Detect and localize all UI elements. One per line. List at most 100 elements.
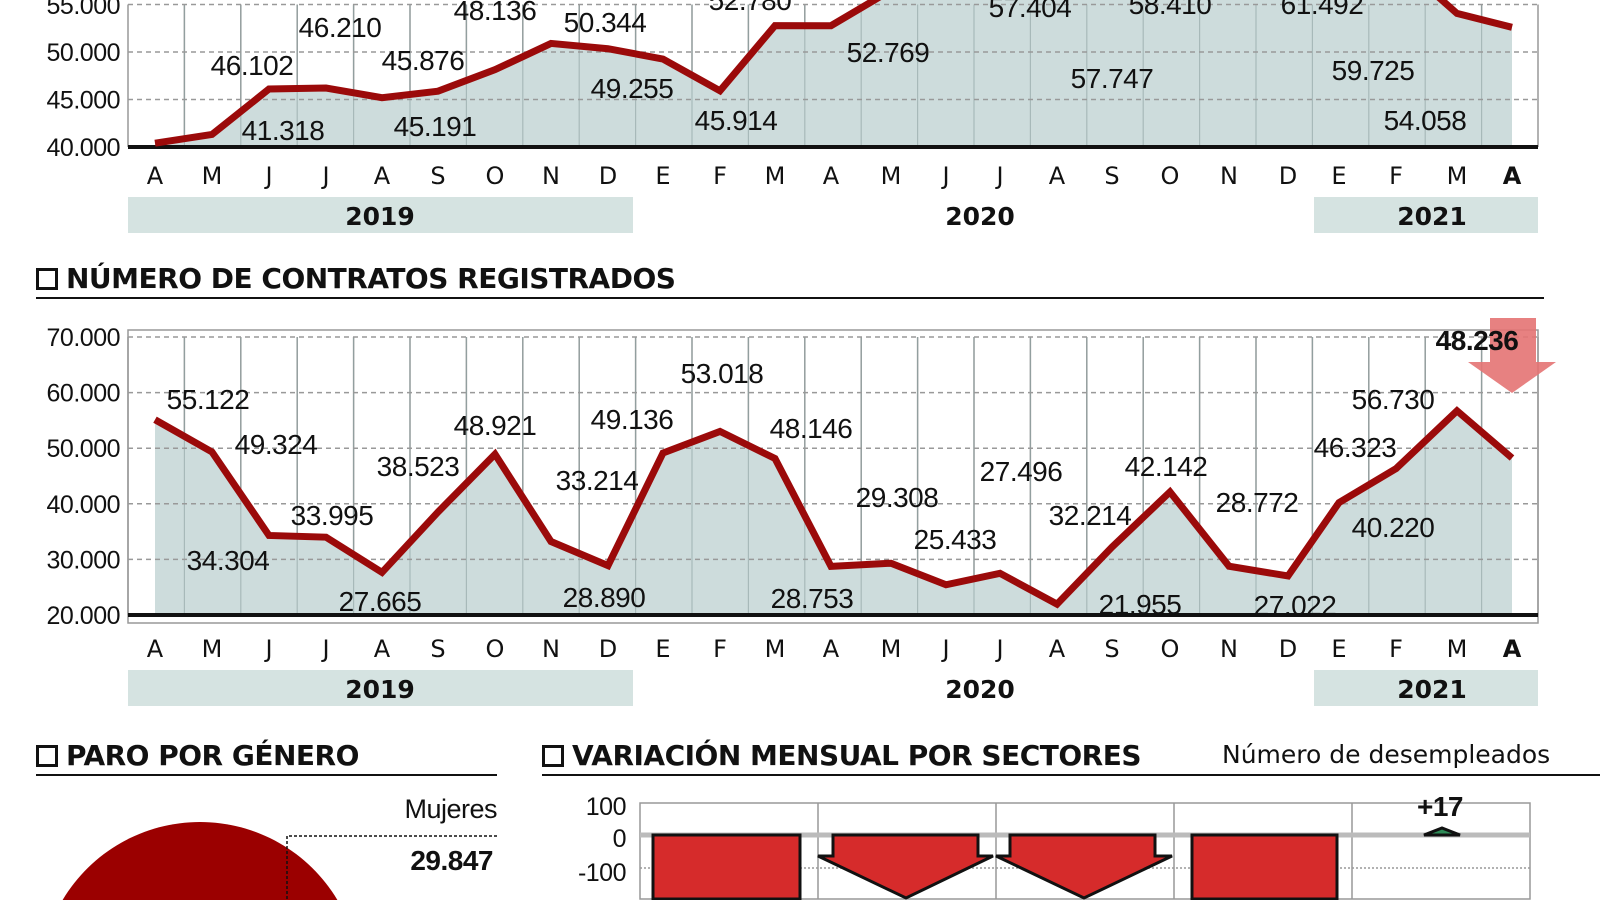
x-month-label: M: [765, 635, 786, 663]
x-month-label: S: [430, 162, 445, 190]
data-label: 57.404: [989, 0, 1072, 23]
data-label: 45.876: [382, 45, 465, 76]
data-label: 34.304: [187, 545, 270, 576]
y-tick-label: 70.000: [47, 324, 120, 352]
data-label: 46.102: [211, 50, 294, 81]
pie-label-mujeres: Mujeres: [404, 794, 497, 824]
data-label: 48.146: [770, 413, 853, 444]
sector-bar-chart: 100 0 -100 +17: [578, 791, 1531, 900]
x-month-label: D: [1279, 162, 1297, 190]
data-label: 29.308: [856, 482, 939, 513]
x-month-label: J: [994, 162, 1003, 190]
plot-frame: [639, 802, 1531, 900]
x-month-label: E: [1331, 162, 1346, 190]
data-label: 46.210: [299, 12, 382, 43]
data-label: 56.730: [1352, 384, 1435, 415]
x-month-label: N: [1220, 162, 1238, 190]
y-tick-label: 0: [613, 825, 626, 853]
gender-title: PARO POR GÉNERO: [66, 739, 359, 772]
year-label-2021: 2021: [1397, 675, 1467, 704]
x-month-label: A: [823, 162, 840, 190]
x-month-label: O: [1161, 162, 1180, 190]
square-bullet-icon: [36, 267, 58, 290]
data-label: 48.921: [454, 410, 537, 441]
data-label: 45.914: [695, 105, 778, 136]
x-month-label: E: [655, 162, 670, 190]
data-label: 33.214: [556, 465, 639, 496]
sectors-subtitle: Número de desempleados: [1222, 740, 1551, 769]
square-bullet-icon: [36, 744, 58, 767]
sector-bar: [1190, 833, 1339, 900]
x-month-label: D: [599, 635, 617, 663]
data-label: 48.236: [1436, 325, 1519, 356]
x-month-label: A: [374, 162, 391, 190]
x-month-label: A: [1503, 162, 1522, 190]
x-month-label: A: [1503, 635, 1522, 663]
data-label: 48.136: [454, 0, 537, 26]
year-band-2021: [1314, 670, 1538, 706]
sector-bar-arrow: [995, 833, 1173, 900]
x-month-label: A: [823, 635, 840, 663]
data-label: 32.214: [1049, 500, 1132, 531]
year-band-2021: [1314, 197, 1538, 233]
y-tick-label: 30.000: [47, 546, 120, 574]
data-label: 55.122: [167, 384, 250, 415]
data-label: 57.747: [1071, 63, 1154, 94]
year-label-2021: 2021: [1397, 202, 1467, 231]
x-month-label: N: [1220, 635, 1238, 663]
y-tick-label: 100: [586, 793, 626, 821]
sector-value-label: +17: [1417, 791, 1463, 822]
x-month-label: S: [1104, 162, 1119, 190]
x-month-label: F: [1389, 635, 1403, 663]
data-label: 45.191: [394, 111, 477, 142]
data-label: 28.753: [771, 583, 854, 614]
sector-bar-arrow: [817, 833, 994, 900]
divider: [542, 774, 1600, 776]
x-month-label: M: [881, 635, 902, 663]
data-label: 27.665: [339, 586, 422, 617]
year-label-2020: 2020: [945, 675, 1015, 704]
data-label: 58.410: [1129, 0, 1212, 20]
x-month-label: N: [542, 635, 560, 663]
data-label: 27.022: [1254, 590, 1337, 621]
data-label: 53.018: [681, 358, 764, 389]
year-band-2019: [128, 197, 633, 233]
x-month-label: M: [202, 162, 223, 190]
data-label: 27.496: [980, 456, 1063, 487]
x-month-label: M: [765, 162, 786, 190]
x-month-label: J: [263, 162, 272, 190]
data-label: 50.344: [564, 7, 647, 38]
unemployment-line-chart: 40.000 45.000 50.000 55.000 41.318 46.10246.2…: [47, 0, 1539, 233]
x-month-label: D: [1279, 635, 1297, 663]
y-tick-label: 20.000: [47, 602, 120, 630]
x-month-label: J: [320, 162, 329, 190]
plot-frame: [127, 329, 1539, 624]
year-label-2019: 2019: [345, 675, 415, 704]
data-label: 40.220: [1352, 512, 1435, 543]
x-month-label: A: [1049, 162, 1066, 190]
data-label: 21.955: [1099, 589, 1182, 620]
x-month-label: J: [940, 635, 949, 663]
data-label: 49.255: [591, 73, 674, 104]
x-month-label: J: [940, 162, 949, 190]
x-month-label: O: [486, 635, 505, 663]
x-month-label: M: [1447, 162, 1468, 190]
sectors-heading: VARIACIÓN MENSUAL POR SECTORES: [542, 739, 1142, 772]
data-label: 59.725: [1332, 55, 1415, 86]
sector-up-arrow-icon: [1423, 826, 1461, 837]
y-tick-label: 40.000: [47, 491, 120, 519]
data-line: [153, 406, 1515, 609]
data-label: 49.324: [235, 429, 318, 460]
x-month-label: M: [1447, 635, 1468, 663]
data-label: 52.780: [709, 0, 792, 16]
gender-heading: PARO POR GÉNERO: [36, 739, 359, 772]
y-tick-label: 55.000: [47, 0, 120, 20]
data-label: 33.995: [291, 500, 374, 531]
x-month-label: S: [1104, 635, 1119, 663]
x-month-label: E: [655, 635, 670, 663]
x-month-label: J: [320, 635, 329, 663]
x-month-label: F: [713, 635, 727, 663]
x-month-label: N: [542, 162, 560, 190]
data-label: 52.769: [847, 37, 930, 68]
